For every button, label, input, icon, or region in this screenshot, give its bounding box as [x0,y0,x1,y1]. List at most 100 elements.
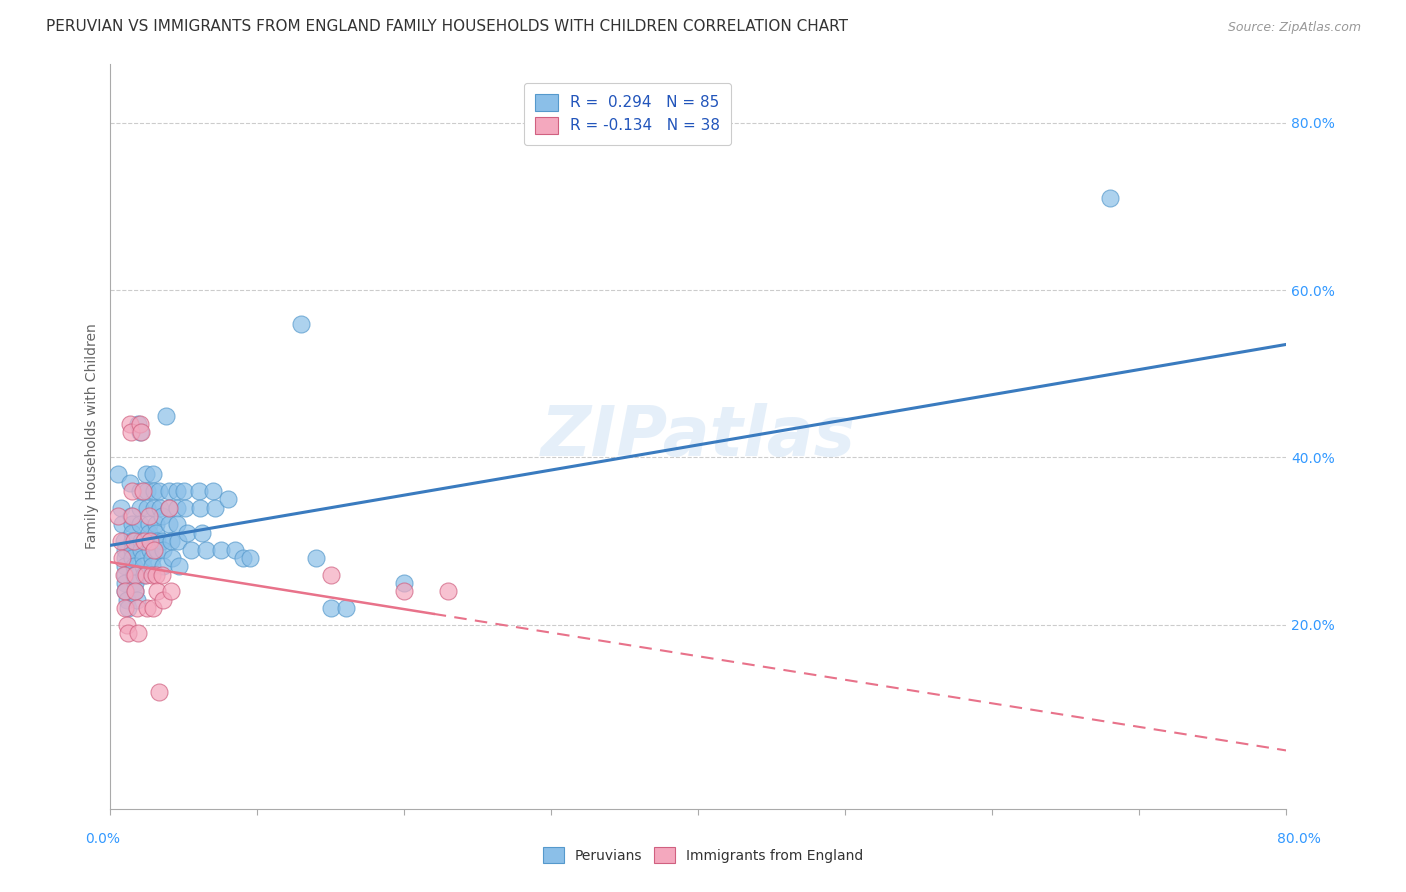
Point [150,509,173,524]
Point [124,584,146,599]
Point [114,542,136,557]
Point [149,500,172,515]
Point [121,550,143,565]
Point [110,534,132,549]
Point [128,417,150,431]
Point [138,525,160,540]
Point [142,601,165,615]
Legend: R =  0.294   N = 85, R = -0.134   N = 38: R = 0.294 N = 85, R = -0.134 N = 38 [524,83,731,145]
Point [124,584,146,599]
Point [141,559,163,574]
Point [167,534,190,549]
Point [202,483,225,498]
Point [174,500,197,515]
Point [143,542,166,557]
Point [224,542,246,557]
Point [157,500,180,515]
Point [114,601,136,615]
Point [145,517,167,532]
Point [111,550,134,565]
Point [143,500,166,515]
Point [134,567,156,582]
Point [169,559,191,574]
Text: Source: ZipAtlas.com: Source: ZipAtlas.com [1227,21,1361,34]
Point [155,409,177,423]
Point [146,542,169,557]
Point [110,500,132,515]
Point [335,601,357,615]
Point [148,483,170,498]
Point [157,483,180,498]
Legend: Peruvians, Immigrants from England: Peruvians, Immigrants from England [537,842,869,869]
Point [204,500,226,515]
Point [121,542,143,557]
Point [129,534,152,549]
Point [122,534,145,549]
Point [121,534,143,549]
Point [128,425,150,440]
Point [146,534,169,549]
Point [127,417,149,431]
Point [139,534,162,549]
Point [159,584,181,599]
Point [142,467,165,482]
Point [232,550,254,565]
Point [187,483,209,498]
Point [132,483,155,498]
Point [114,584,136,599]
Point [394,576,416,591]
Point [305,550,328,565]
Point [152,592,174,607]
Point [176,525,198,540]
Point [114,576,136,591]
Point [114,567,136,582]
Point [152,559,174,574]
Point [138,509,160,524]
Point [136,601,159,615]
Point [152,542,174,557]
Point [166,517,188,532]
Point [148,685,170,699]
Point [132,559,155,574]
Point [194,542,217,557]
Point [135,467,157,482]
Point [127,626,149,640]
Point [117,626,139,640]
Point [209,542,232,557]
Point [319,567,342,582]
Point [107,467,129,482]
Point [217,492,239,507]
Point [239,550,262,565]
Point [115,618,138,632]
Point [173,483,195,498]
Point [114,559,136,574]
Point [117,601,139,615]
Point [166,483,188,498]
Point [112,534,135,549]
Point [141,567,163,582]
Text: ZIPatlas: ZIPatlas [541,403,856,470]
Point [139,534,162,549]
Y-axis label: Family Households with Children: Family Households with Children [86,324,100,549]
Point [437,584,460,599]
Point [145,567,167,582]
Point [136,500,159,515]
Point [115,592,138,607]
Point [120,425,142,440]
Point [394,584,416,599]
Point [166,500,188,515]
Point [150,534,173,549]
Point [128,500,150,515]
Point [319,601,342,615]
Point [111,517,134,532]
Point [125,592,148,607]
Point [122,567,145,582]
Point [125,601,148,615]
Point [118,417,141,431]
Point [143,483,166,498]
Point [180,542,202,557]
Point [121,483,143,498]
Point [160,550,183,565]
Point [128,483,150,498]
Point [124,576,146,591]
